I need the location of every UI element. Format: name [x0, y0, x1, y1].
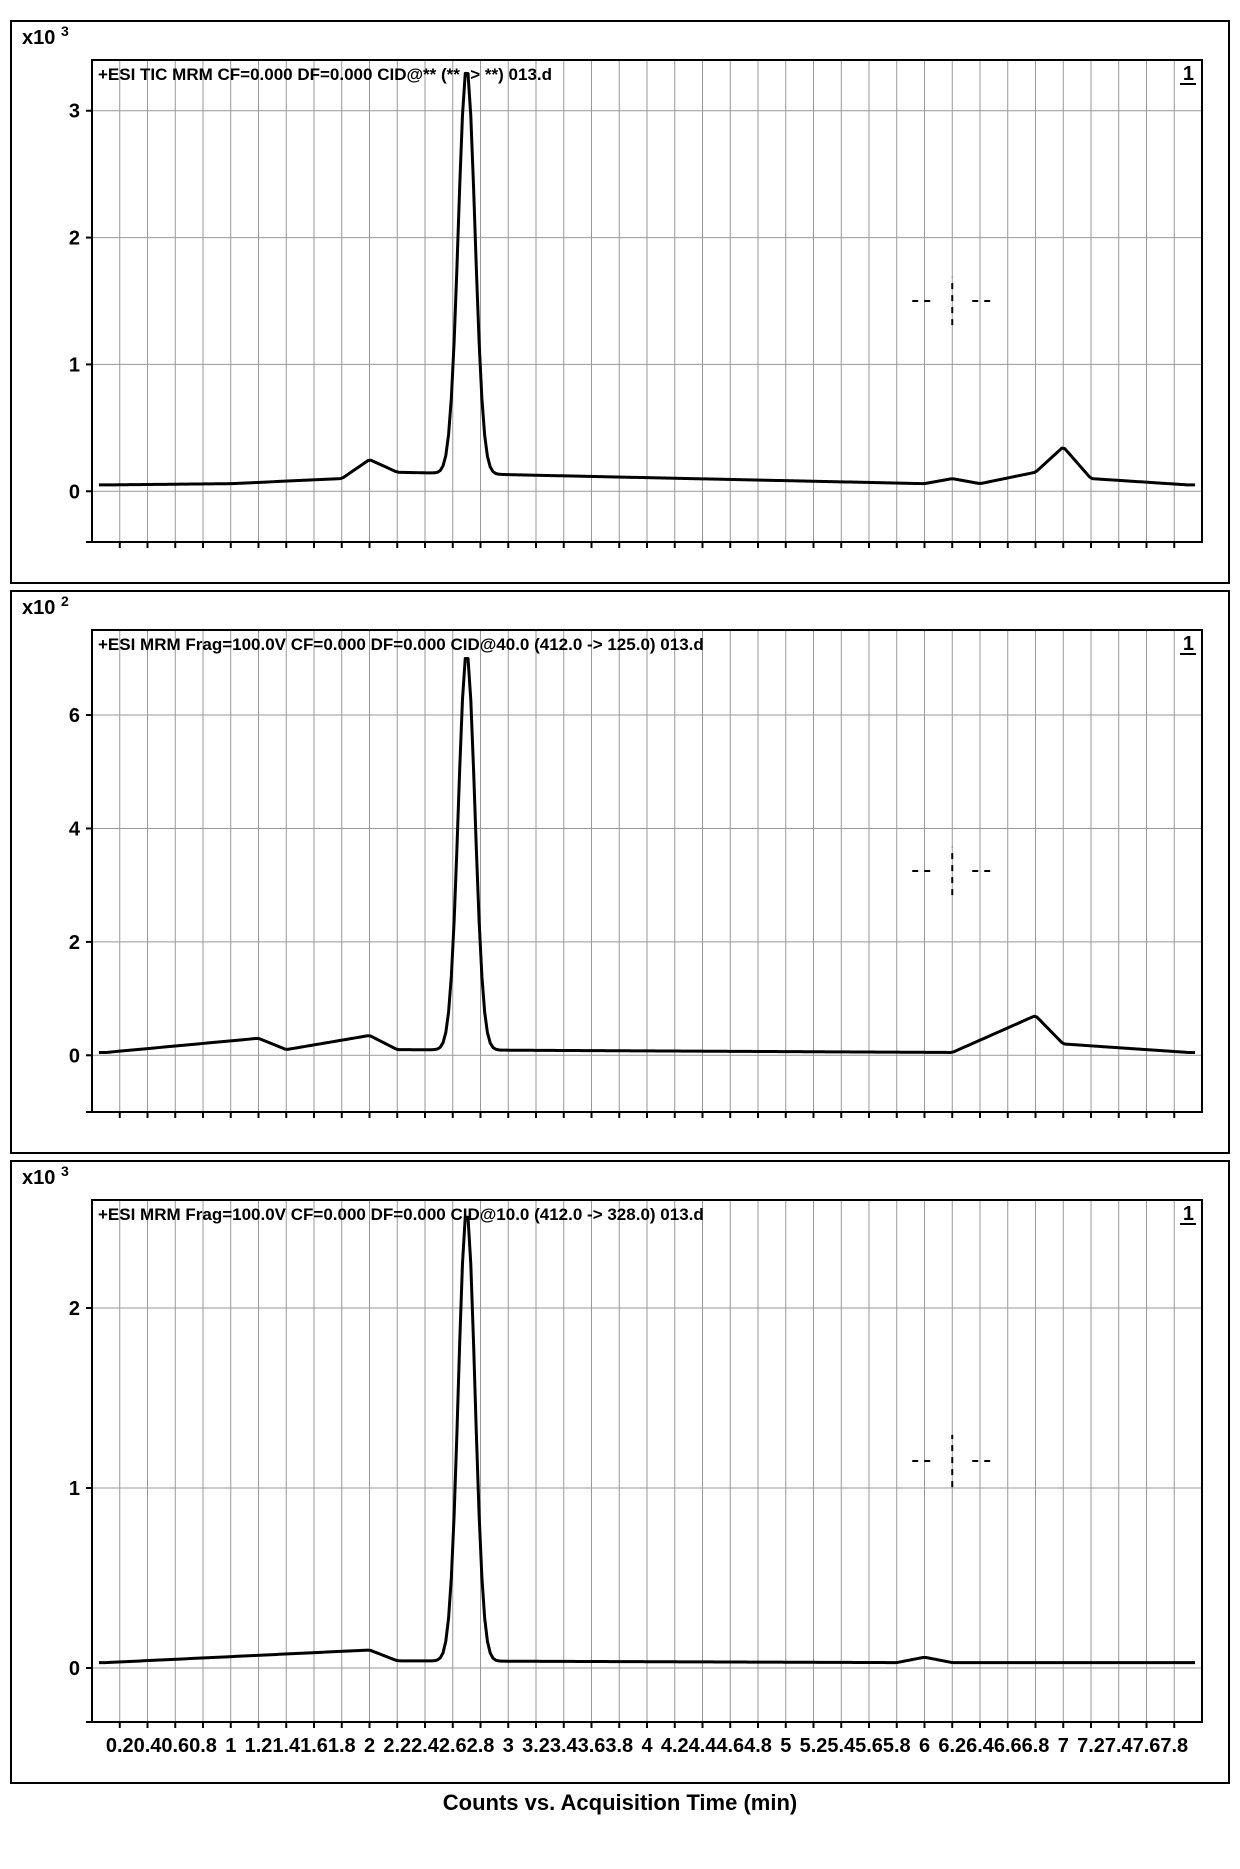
svg-text:1.6: 1.6	[300, 1735, 328, 1757]
chromatogram-panel: 0123x10 3+ESI TIC MRM CF=0.000 DF=0.000 …	[10, 20, 1230, 584]
svg-text:7.4: 7.4	[1105, 1735, 1134, 1757]
chromatogram-panel: 0246x10 2+ESI MRM Frag=100.0V CF=0.000 D…	[10, 590, 1230, 1154]
svg-text:5: 5	[780, 1735, 791, 1757]
svg-text:4: 4	[641, 1735, 653, 1757]
svg-text:1: 1	[69, 354, 80, 376]
svg-text:5.2: 5.2	[800, 1735, 828, 1757]
svg-text:2: 2	[69, 228, 80, 250]
svg-text:3: 3	[69, 101, 80, 123]
svg-text:0.8: 0.8	[189, 1735, 217, 1757]
svg-text:7.2: 7.2	[1077, 1735, 1105, 1757]
svg-text:2: 2	[364, 1735, 375, 1757]
svg-text:0.4: 0.4	[134, 1735, 163, 1757]
svg-text:1: 1	[1183, 633, 1194, 655]
chromatogram-svg: 0123x10 3+ESI TIC MRM CF=0.000 DF=0.000 …	[12, 22, 1212, 582]
svg-text:6: 6	[69, 705, 80, 727]
svg-text:3.6: 3.6	[578, 1735, 606, 1757]
chromatogram-panel: 012x10 3+ESI MRM Frag=100.0V CF=0.000 DF…	[10, 1160, 1230, 1784]
svg-text:0: 0	[69, 1658, 80, 1680]
svg-text:4.2: 4.2	[661, 1735, 689, 1757]
svg-text:6: 6	[919, 1735, 930, 1757]
svg-text:6.6: 6.6	[994, 1735, 1022, 1757]
svg-text:3.4: 3.4	[550, 1735, 579, 1757]
svg-text:4.4: 4.4	[689, 1735, 718, 1757]
svg-text:5.8: 5.8	[883, 1735, 911, 1757]
svg-text:1: 1	[225, 1735, 236, 1757]
svg-text:7: 7	[1058, 1735, 1069, 1757]
chromatogram-figure: 0123x10 3+ESI TIC MRM CF=0.000 DF=0.000 …	[0, 0, 1240, 1826]
svg-text:1: 1	[69, 1478, 80, 1500]
svg-text:2: 2	[69, 1298, 80, 1320]
svg-text:0.6: 0.6	[161, 1735, 189, 1757]
svg-text:7.8: 7.8	[1160, 1735, 1188, 1757]
panels-container: 0123x10 3+ESI TIC MRM CF=0.000 DF=0.000 …	[10, 20, 1230, 1784]
svg-text:1.2: 1.2	[245, 1735, 273, 1757]
svg-text:4.8: 4.8	[744, 1735, 772, 1757]
svg-text:5.4: 5.4	[827, 1735, 856, 1757]
svg-text:1: 1	[1183, 1203, 1194, 1225]
x-axis-label: Counts vs. Acquisition Time (min)	[10, 1790, 1230, 1816]
svg-text:+ESI MRM Frag=100.0V CF=0.000: +ESI MRM Frag=100.0V CF=0.000 DF=0.000 C…	[98, 635, 704, 654]
svg-text:1.8: 1.8	[328, 1735, 356, 1757]
svg-text:1.4: 1.4	[272, 1735, 301, 1757]
svg-text:7.6: 7.6	[1133, 1735, 1161, 1757]
svg-text:6.4: 6.4	[966, 1735, 995, 1757]
chromatogram-svg: 0246x10 2+ESI MRM Frag=100.0V CF=0.000 D…	[12, 592, 1212, 1152]
svg-text:1: 1	[1183, 63, 1194, 85]
svg-text:2.2: 2.2	[383, 1735, 411, 1757]
svg-text:6.2: 6.2	[938, 1735, 966, 1757]
svg-text:+ESI TIC MRM CF=0.000 DF=0.000: +ESI TIC MRM CF=0.000 DF=0.000 CID@** (*…	[98, 65, 552, 84]
svg-text:5.6: 5.6	[855, 1735, 883, 1757]
svg-text:4.6: 4.6	[716, 1735, 744, 1757]
chromatogram-svg: 012x10 3+ESI MRM Frag=100.0V CF=0.000 DF…	[12, 1162, 1212, 1782]
svg-text:3.2: 3.2	[522, 1735, 550, 1757]
svg-text:3: 3	[503, 1735, 514, 1757]
svg-text:0.2: 0.2	[106, 1735, 134, 1757]
svg-text:2: 2	[69, 932, 80, 954]
svg-text:0: 0	[69, 1045, 80, 1067]
svg-text:+ESI MRM Frag=100.0V CF=0.000: +ESI MRM Frag=100.0V CF=0.000 DF=0.000 C…	[98, 1205, 704, 1224]
svg-text:6.8: 6.8	[1022, 1735, 1050, 1757]
svg-text:3.8: 3.8	[605, 1735, 633, 1757]
svg-text:2.6: 2.6	[439, 1735, 467, 1757]
svg-text:0: 0	[69, 481, 80, 503]
svg-text:2.4: 2.4	[411, 1735, 440, 1757]
svg-text:4: 4	[69, 818, 81, 840]
svg-text:2.8: 2.8	[467, 1735, 495, 1757]
